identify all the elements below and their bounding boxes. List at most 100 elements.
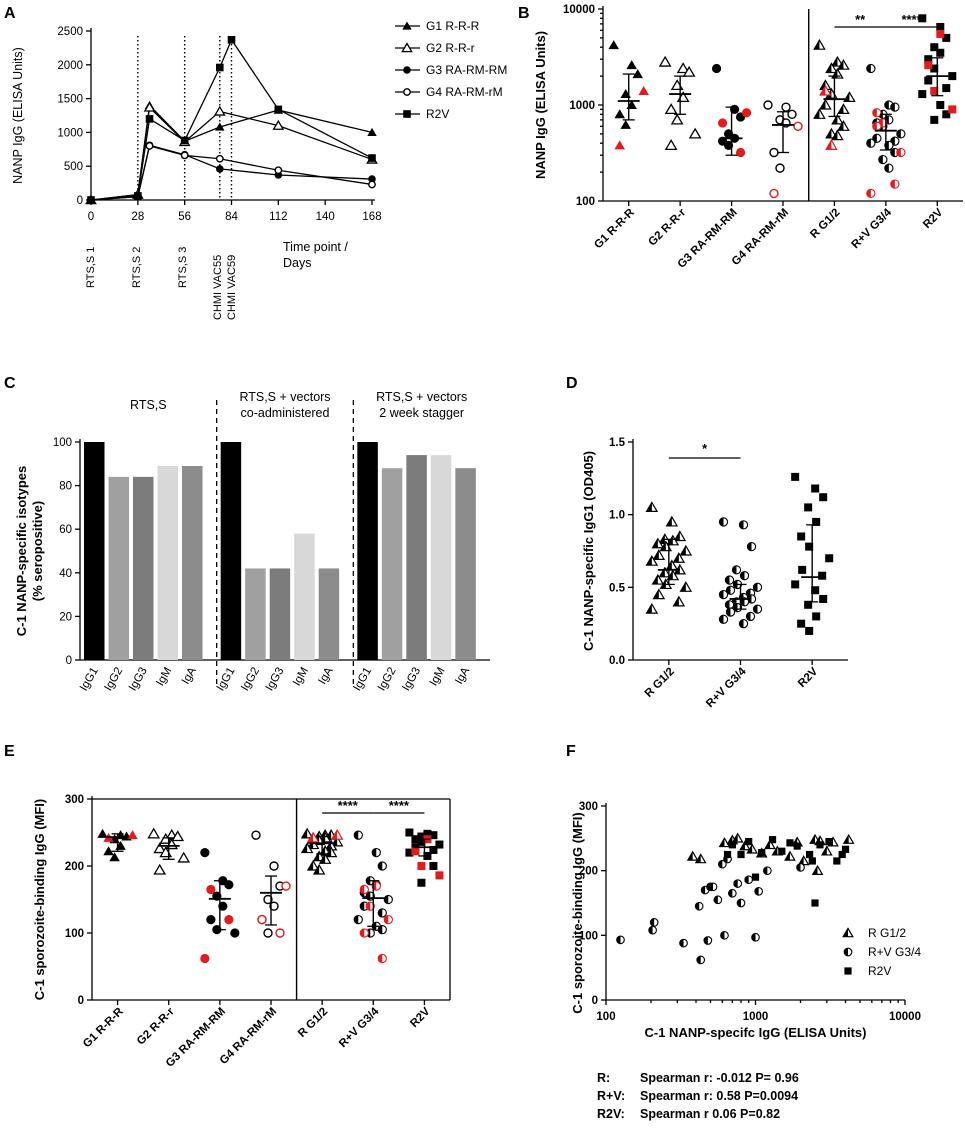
data-point-f (754, 887, 764, 896)
data-point (825, 139, 838, 150)
bar-c (406, 455, 427, 660)
data-point-f (778, 847, 786, 855)
triangle-open-shape (153, 842, 167, 854)
data-point (664, 139, 678, 150)
data-point (805, 542, 814, 551)
bar-c (182, 465, 203, 660)
data-point-a (368, 180, 376, 189)
x-category-label-c: IgM (154, 666, 174, 689)
circle-half-fill (866, 64, 871, 73)
square-filled-shape (274, 105, 283, 114)
square-filled-shape (786, 839, 794, 847)
square-filled-shape (797, 532, 806, 541)
data-point-a (367, 127, 377, 136)
data-point (206, 915, 216, 925)
x-category-label-c: IgG3 (127, 666, 150, 694)
legend-label-f: R G1/2 (868, 926, 906, 940)
data-point (942, 33, 951, 42)
circle-half-fill (896, 148, 901, 157)
data-point (672, 595, 686, 607)
y-tick-label: 1.0 (609, 510, 625, 522)
data-point-f (727, 888, 737, 898)
data-point-f (746, 843, 759, 854)
legend-marker-f (843, 947, 853, 957)
circle-open-shape (263, 928, 273, 938)
circle-half-fill (360, 902, 365, 911)
data-point (924, 61, 933, 70)
square-filled-shape (778, 847, 786, 855)
data-point (651, 537, 665, 549)
data-point (608, 40, 619, 50)
triangle-half-fill (719, 838, 725, 847)
panel-a-line-chart: A 0 500 1000 1500 2000 2500 0 28 56 84 112 140 168 NA… (4, 5, 507, 320)
data-point (811, 484, 820, 493)
data-point (153, 842, 167, 854)
x-category-label: R2V (921, 206, 946, 231)
legend-marker-f (842, 927, 854, 938)
triangle-half-fill (826, 140, 832, 150)
data-point (791, 472, 800, 481)
square-filled-shape (948, 72, 957, 81)
circle-half-fill (751, 933, 756, 942)
bar-c (133, 476, 154, 660)
data-point-f (805, 850, 814, 859)
triangle-half-fill (666, 516, 672, 526)
x-category-label: R+V G3/4 (337, 1005, 382, 1050)
data-point-a (134, 192, 142, 200)
data-point (890, 102, 900, 112)
data-point (411, 847, 420, 856)
data-point-a (215, 165, 224, 173)
data-point (224, 915, 234, 925)
triangle-half-fill (680, 546, 686, 555)
data-point (866, 138, 876, 148)
circle-half-fill (719, 590, 724, 599)
data-point (109, 852, 120, 862)
circle-filled-shape (735, 147, 746, 158)
x-category-label: G1 R-R-R (81, 1005, 126, 1050)
data-point-f (816, 841, 824, 849)
data-point (837, 120, 850, 131)
x-tick-label-f: 100 (596, 1011, 615, 1023)
stats-label-f: R: (597, 1071, 610, 1085)
square-filled-shape (930, 115, 939, 124)
bar-c (220, 442, 242, 660)
triangle-half-fill (747, 844, 753, 854)
square-filled-shape (816, 841, 824, 849)
panel-f-label: F (566, 743, 576, 760)
circle-filled-shape (741, 108, 752, 118)
x-tick-label-f: 1000 (743, 1011, 769, 1023)
triangle-half-fill (673, 596, 679, 606)
circle-half-fill (733, 879, 738, 888)
data-point-a (180, 136, 189, 145)
event-annotation-a: CHMI VAC55 (212, 255, 224, 320)
square-filled-shape (918, 14, 927, 23)
triangle-half-fill (765, 840, 770, 849)
data-point-f (768, 836, 777, 844)
circle-open-shape (263, 894, 273, 905)
square-filled-shape (818, 571, 827, 580)
data-point (825, 62, 838, 74)
triangle-half-fill (646, 502, 652, 512)
square-filled-shape (423, 829, 432, 838)
square-filled-shape (368, 154, 376, 162)
data-point (429, 831, 438, 840)
panel-c-bar-chart: C 0 20 40 60 80 100 C-1 NANP-specific isotypes… (4, 375, 490, 693)
circle-open-shape (251, 830, 261, 840)
data-point (423, 829, 432, 838)
circle-half-fill (378, 954, 383, 963)
data-point (813, 38, 826, 50)
data-point (312, 850, 326, 862)
circle-half-fill (753, 605, 758, 614)
circle-half-fill (360, 928, 365, 938)
x-tick-label-a: 84 (225, 211, 238, 223)
square-filled-shape (841, 845, 850, 853)
data-point-f (720, 930, 729, 940)
significance-marker-d: * (702, 441, 708, 456)
data-point (620, 119, 631, 129)
data-point (645, 602, 659, 614)
data-point (930, 86, 939, 95)
data-point (831, 55, 844, 67)
circle-filled-shape (206, 915, 216, 925)
square-filled-shape (751, 873, 760, 881)
circle-half-fill (747, 542, 752, 551)
